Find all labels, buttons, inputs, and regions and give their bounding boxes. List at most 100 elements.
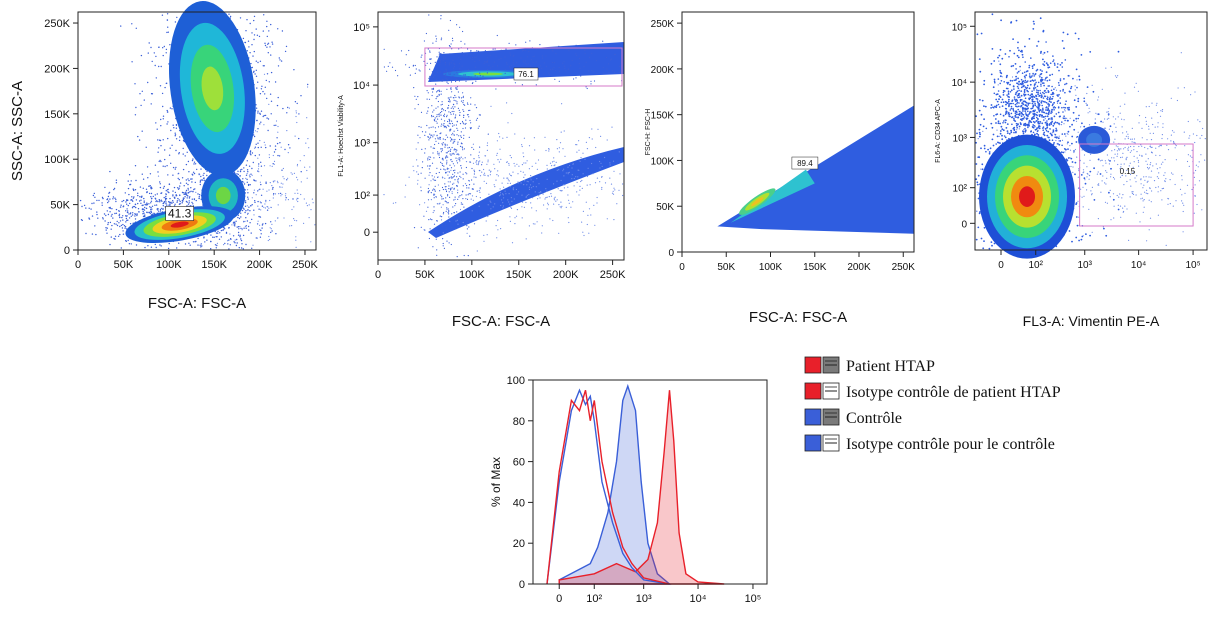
legend-swatch <box>804 356 822 374</box>
x-tick-label: 10³ <box>1078 260 1093 271</box>
x-tick-label: 50K <box>114 259 134 271</box>
legend-swatch <box>804 408 822 426</box>
x-axis-label: FSC-A: FSC-A <box>749 309 847 326</box>
x-tick-label: 200K <box>847 262 871 273</box>
plot-5-axes: 010²10³10⁴10⁵020406080100FL7-A: CD11b AP… <box>489 375 768 605</box>
y-tick-label: 10⁵ <box>353 22 370 34</box>
x-tick-label: 10⁵ <box>1185 260 1200 271</box>
plot-5-histogram <box>546 383 725 585</box>
x-axis-label: FSC-A: FSC-A <box>148 295 246 312</box>
y-tick-label: 0 <box>519 579 525 591</box>
y-axis-label: FSC-H: FSC-H <box>645 109 652 156</box>
y-tick-label: 10² <box>953 184 968 195</box>
y-axis-label: SSC-A: SSC-A <box>9 81 26 181</box>
y-tick-label: 150K <box>44 109 70 121</box>
gate-label-box <box>165 206 194 221</box>
gate-label: 76.1 <box>518 70 534 79</box>
x-tick-label: 10² <box>1029 260 1044 271</box>
legend-item: Isotype contrôle pour le contrôle <box>804 434 1055 453</box>
legend-swatch <box>804 434 822 452</box>
legend-label: Patient HTAP <box>846 358 935 375</box>
x-axis-label: FL3-A: Vimentin PE-A <box>1023 313 1160 329</box>
x-tick-label: 150K <box>506 269 532 281</box>
density-contour <box>751 197 764 207</box>
density-contour <box>1019 186 1036 207</box>
x-tick-label: 100K <box>759 262 783 273</box>
y-tick-label: 80 <box>513 416 525 428</box>
x-tick-label: 100K <box>156 259 182 271</box>
y-axis-label: % of Max <box>489 457 503 507</box>
gate-rect <box>1079 143 1194 227</box>
x-tick-label: 10⁴ <box>690 593 707 605</box>
y-tick-label: 60 <box>513 457 525 469</box>
y-tick-label: 100K <box>44 154 70 166</box>
y-tick-label: 40 <box>513 497 525 509</box>
x-tick-label: 100K <box>459 269 485 281</box>
y-tick-label: 10⁴ <box>353 80 370 92</box>
y-tick-label: 50K <box>50 200 70 212</box>
y-tick-label: 250K <box>651 19 675 30</box>
x-tick-label: 10⁴ <box>1131 260 1146 271</box>
density-contour <box>215 186 231 205</box>
x-tick-label: 250K <box>292 259 318 271</box>
density-band <box>428 147 624 238</box>
x-tick-label: 200K <box>553 269 579 281</box>
y-tick-label: 10⁵ <box>952 22 967 33</box>
plot-4-axes: 0 10² 10³ 10⁴ 10⁵ 0 10² 10³ 10⁴ 10⁵ FL3-A: Vimenti… <box>935 11 1208 329</box>
y-tick-label: 150K <box>651 111 675 122</box>
plot-2-events: 76.1 <box>383 14 624 258</box>
gate-label: 0.15 <box>1120 167 1136 176</box>
plot-frame <box>532 379 768 585</box>
y-axis-label: FL6-A: CD34 APC-A <box>935 99 942 163</box>
gate-rect <box>424 47 623 87</box>
legend-item: Contrôle <box>804 408 902 427</box>
plot-2-axes: 0 50K 100K 150K 200K 250K 0 10² 10³ 10⁴ 10⁵ FSC-A: … <box>338 11 626 330</box>
y-tick-label: 0 <box>961 219 967 230</box>
y-tick-label: 20 <box>513 538 525 550</box>
legend-label: Isotype contrôle de patient HTAP <box>846 384 1061 401</box>
legend: Patient HTAP Isotype contrôle de patient … <box>804 356 1061 453</box>
plot-frame <box>974 11 1208 251</box>
y-tick-label: 0 <box>64 245 70 257</box>
density-contour <box>1086 132 1103 147</box>
x-tick-label: 0 <box>556 593 562 605</box>
x-tick-label: 10⁵ <box>745 593 762 605</box>
x-tick-label: 200K <box>247 259 273 271</box>
x-tick-label: 0 <box>679 262 685 273</box>
x-tick-label: 0 <box>75 259 81 271</box>
x-tick-label: 150K <box>201 259 227 271</box>
legend-swatch <box>804 382 822 400</box>
plot-frame <box>681 11 915 253</box>
y-tick-label: 100 <box>507 375 525 387</box>
y-tick-label: 10² <box>354 190 370 202</box>
plot-1-events: 41.3 <box>79 1 316 250</box>
plot-frame <box>377 11 625 261</box>
series-2-line <box>546 390 670 585</box>
density-contour <box>473 72 503 76</box>
x-tick-label: 250K <box>600 269 626 281</box>
x-tick-label: 0 <box>375 269 381 281</box>
y-tick-label: 200K <box>651 65 675 76</box>
x-tick-label: 150K <box>803 262 827 273</box>
y-tick-label: 100K <box>651 156 675 167</box>
y-tick-label: 10⁴ <box>952 78 967 89</box>
gate-label-box <box>513 67 539 81</box>
density-contour <box>201 66 224 111</box>
x-axis-label: FSC-A: FSC-A <box>452 313 550 330</box>
x-tick-label: 10³ <box>636 593 652 605</box>
y-tick-label: 10³ <box>953 133 968 144</box>
x-tick-label: 10² <box>586 593 602 605</box>
y-tick-label: 50K <box>656 202 674 213</box>
x-tick-label: 250K <box>892 262 916 273</box>
x-tick-label: 0 <box>998 260 1004 271</box>
plot-3-events: 89.4 <box>717 105 914 234</box>
x-tick-label: 50K <box>717 262 735 273</box>
gate-label: 89.4 <box>797 159 813 168</box>
y-axis-label: FL1-A: Hoechst Viability-A <box>338 95 345 177</box>
plot-4-events: 0.15 <box>975 13 1206 259</box>
series-4-line <box>546 388 670 585</box>
plot-1-axes: 0 50K 100K 150K 200K 250K 0 50K 100K 150K 200K 250K… <box>9 11 318 312</box>
gate-label-box <box>791 156 819 170</box>
y-tick-label: 200K <box>44 63 70 75</box>
